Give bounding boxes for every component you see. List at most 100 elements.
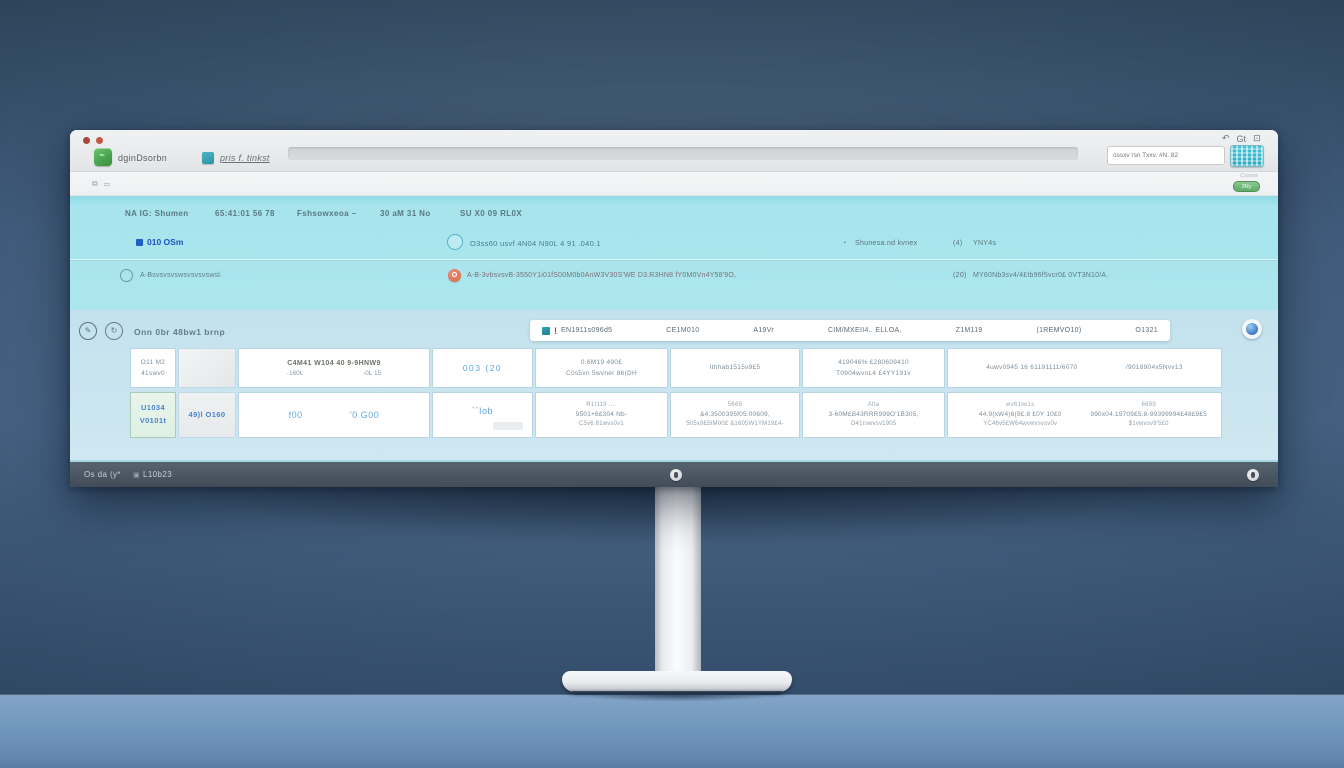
tab-6[interactable]: (1REMVO10)	[1036, 327, 1082, 334]
data-table: O11 M2 41swv0 C4M41 W104 40 9-9HNW9 -160…	[130, 348, 1222, 438]
header-category-line2: T0904wvnL4 £4YY191v	[836, 370, 911, 377]
row-cell-code[interactable]: 49)l O160	[178, 392, 236, 438]
link-bullet-icon	[136, 238, 143, 246]
undo-icon[interactable]: ↶	[1222, 133, 1230, 143]
row-cell-status[interactable]: 5669 &4.3500395f05.00609, 505x9£5tM00£ &…	[670, 392, 800, 438]
window-close-button[interactable]	[83, 137, 90, 144]
meta2-value: YNY4s	[973, 240, 997, 247]
window-titlebar: ⌁ dginDsorbn pris f. tinkst ↶ Gt ⊡	[70, 130, 1278, 172]
tab-7[interactable]: O1321	[1135, 327, 1158, 334]
panel-divider	[70, 259, 1278, 260]
header-details-left: 4uwv0945 16 61191111/6070	[986, 364, 1078, 372]
header-amount-line2: C0s5vn 5wvnér 86(DH	[565, 370, 638, 377]
primary-link-label: 010 OSm	[147, 237, 184, 247]
menu-item-1[interactable]: NA IG: Shumen	[125, 209, 189, 218]
row-amount-line3: C5v6.81wvs0v1	[579, 421, 624, 428]
header-status-label: Ithhab1515v9£5	[709, 364, 761, 372]
filter-tabbar: ! EN1911s096d5 CE1M010 A19Vr CIM/MXEII4.…	[530, 320, 1170, 341]
status-right-icon[interactable]	[1247, 469, 1259, 481]
primary-link[interactable]: 010 OSm	[136, 237, 183, 247]
row-range-min: f00	[288, 410, 303, 420]
row-cell-details[interactable]: wv61lw1s 44.9(xW4)6(9£.8 £0Y 10£0 YC46v5…	[947, 392, 1222, 438]
redo-icon[interactable]: ↻	[105, 322, 123, 340]
view-toggle-icons[interactable]: ⧉ ▭	[92, 179, 113, 188]
row-amount-line1: R1t119 ....	[586, 401, 617, 408]
header-range-min: -160L	[286, 369, 304, 377]
tab-label-1: EN1911s096d5	[561, 327, 613, 334]
search-input[interactable]	[1107, 146, 1225, 165]
status-left-text: Os da (y*	[84, 470, 121, 479]
menu-item-5[interactable]: SU X0 09 RL0X	[460, 209, 523, 218]
row-code-value: 49)l O160	[188, 409, 226, 419]
alert-circle-icon	[448, 269, 461, 282]
tab-2[interactable]: CE1M010	[666, 327, 700, 334]
header-cell-amount[interactable]: 0.6M19 490£ C0s5vn 5wvnér 86(DH	[535, 348, 668, 388]
row-cell-range[interactable]: f00 '0 G00	[238, 392, 430, 438]
row-cell-amount[interactable]: R1t119 .... 9501+6£304 Nb- C5v6.81wvs0v1	[535, 392, 668, 438]
status-center-icon[interactable]	[670, 469, 682, 481]
status-left-group: Os da (y* ▣ L10b23	[84, 470, 172, 479]
tab-5[interactable]: Z1M119	[955, 327, 983, 334]
header-id-line1: O11 M2	[140, 358, 166, 366]
row-status-line1: 5669	[727, 401, 743, 408]
row-details-b3: $1vwvsv9'5£0	[1128, 421, 1169, 428]
tab-first[interactable]: ! EN1911s096d5	[542, 326, 612, 336]
help-button[interactable]	[1242, 319, 1262, 339]
monitor-base	[562, 671, 792, 695]
row-details-b2: 990x04.15709£5.8-99399994£48£9£5	[1090, 410, 1208, 418]
note-mid: A-B-3vbsvsvB-3550Y1i01fS00M0b0AnW3V30S'W…	[467, 272, 737, 279]
header-count-value: 003 (20	[462, 363, 503, 373]
row-count-smudge	[493, 422, 523, 430]
info-panel: NA IG: Shumen 65:41:01 56 78 Fshsowxeoa …	[70, 196, 1278, 310]
header-range-max: -0L 15	[362, 369, 382, 377]
header-cell-range[interactable]: C4M41 W104 40 9-9HNW9 -160L -0L 15	[238, 348, 430, 388]
app-icon[interactable]: ⌁	[94, 148, 112, 166]
menu-item-3[interactable]: Fshsowxeoa –	[297, 209, 357, 218]
status-doc-label: L10b23	[142, 470, 173, 479]
tab-4[interactable]: CIM/MXEII4.. ELLOA,	[827, 327, 902, 334]
status-text: O3ss60 usvf 4N04 N90L 4 91 .040.1	[470, 239, 601, 248]
meta2-icon: (4)	[953, 240, 963, 247]
row-cell-category[interactable]: Alta 3-60M£B43RRR999O'1B305, O41rswvsv19…	[802, 392, 945, 438]
alert-bang-icon: !	[554, 325, 557, 336]
menu-item-4[interactable]: 30 aM 31 No	[380, 209, 431, 218]
row-cell-id[interactable]: U1034 V0101t	[130, 392, 176, 438]
meta-clock-icon: ◔	[842, 240, 847, 247]
document-title[interactable]: pris f. tinkst	[220, 153, 270, 163]
note-right-icon: (20)	[953, 272, 967, 279]
path-bar[interactable]	[288, 147, 1078, 160]
pattern-action-button[interactable]	[1230, 145, 1264, 167]
header-cell-category[interactable]: 419046% £280609410 T0904wvnL4 £4YY191v	[802, 348, 945, 388]
row-details-a3: YC46v5£W64wvwvsvsv0v	[983, 421, 1058, 428]
row-status-line3: 505x9£5tM00£ &1605W1YM19£4-	[686, 421, 784, 428]
content-section: ✎ ↻ Onn 0br 48bw1 brnp ! EN1911s096d5 CE…	[70, 310, 1278, 460]
header-cell-count[interactable]: 003 (20	[432, 348, 533, 388]
window-minimize-button[interactable]	[96, 137, 103, 144]
row-id-line1: U1034	[140, 403, 166, 413]
row-id-line2: V0101t	[139, 416, 167, 425]
header-details-right: /9018904x5Nvv13	[1125, 364, 1183, 372]
globe-icon	[1246, 323, 1258, 335]
monitor-stand	[655, 487, 701, 677]
header-cell-empty[interactable]	[178, 348, 236, 388]
header-range-title: C4M41 W104 40 9-9HNW9	[287, 359, 381, 367]
window-icon[interactable]: ⊡	[1253, 133, 1261, 143]
row-details-b1: 6699	[1141, 401, 1157, 408]
section-label: Onn 0br 48bw1 brnp	[134, 327, 226, 337]
confirm-button[interactable]: 3Ny	[1233, 181, 1260, 192]
tab-3[interactable]: A19Vr	[753, 327, 775, 334]
document-icon	[202, 152, 214, 164]
row-amount-line2: 9501+6£304 Nb-	[575, 410, 628, 418]
edit-icon[interactable]: ✎	[79, 322, 97, 340]
header-cell-status[interactable]: Ithhab1515v9£5	[670, 348, 800, 388]
header-cell-id[interactable]: O11 M2 41swv0	[130, 348, 176, 388]
secondary-toolbar: ⧉ ▭ Cssxxs 3Ny	[70, 172, 1278, 196]
hint-label: Cssxxs	[1240, 173, 1258, 179]
desk-surface	[0, 695, 1344, 768]
app-label[interactable]: dginDsorbn	[118, 153, 168, 163]
header-cell-details[interactable]: 4uwv0945 16 61191111/6070 /9018904x5Nvv1…	[947, 348, 1222, 388]
row-cell-count[interactable]: ``Iob	[432, 392, 533, 438]
menu-item-2[interactable]: 65:41:01 56 78	[215, 209, 275, 218]
titlebar-mini-icons: ↶ Gt ⊡	[1222, 133, 1261, 144]
